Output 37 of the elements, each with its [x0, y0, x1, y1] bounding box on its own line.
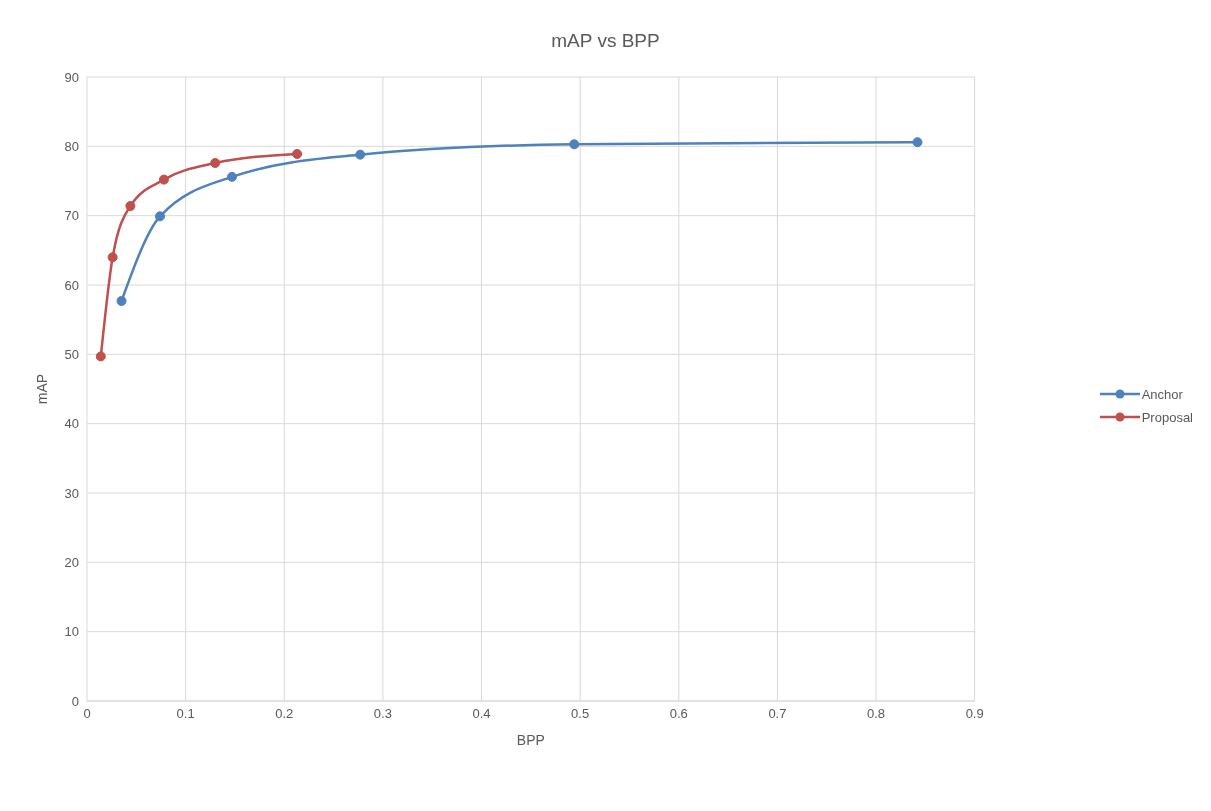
x-tick-label: 0.6: [669, 706, 688, 722]
chart-title: mAP vs BPP: [550, 30, 661, 52]
point: [158, 174, 169, 185]
x-axis-title: BPP: [516, 732, 545, 748]
x-tick-label: 0: [83, 706, 91, 722]
point: [226, 171, 237, 182]
y-tick-label: 50: [64, 346, 79, 362]
point: [95, 351, 106, 362]
x-tick-label: 0.7: [768, 706, 787, 722]
point: [912, 137, 923, 148]
x-tick-label: 0.9: [965, 706, 984, 722]
y-tick-label: 30: [64, 485, 79, 501]
legend-label: Anchor: [1141, 386, 1183, 402]
point: [292, 148, 303, 159]
y-tick-label: 20: [64, 554, 79, 570]
x-tick-label: 0.3: [373, 706, 392, 722]
point: [116, 295, 127, 306]
y-axis-title: mAP: [33, 373, 50, 405]
point: [210, 157, 221, 168]
x-tick-label: 0.8: [867, 706, 886, 722]
x-tick-label: 0.2: [275, 706, 294, 722]
point: [125, 200, 136, 211]
x-tick-label: 0.4: [472, 706, 491, 722]
y-tick-label: 60: [64, 277, 79, 293]
y-tick-label: 40: [64, 416, 79, 432]
y-tick-label: 90: [64, 69, 79, 85]
y-tick-label: 0: [71, 693, 79, 709]
point: [569, 139, 580, 150]
point: [107, 252, 118, 263]
point: [154, 211, 165, 222]
y-tick-label: 70: [64, 208, 79, 224]
legend-label: Proposal: [1141, 409, 1193, 425]
point: [355, 149, 366, 160]
x-tick-label: 0.5: [571, 706, 590, 722]
x-tick-label: 0.1: [176, 706, 195, 722]
y-tick-label: 80: [64, 138, 79, 154]
y-tick-label: 10: [64, 624, 79, 640]
